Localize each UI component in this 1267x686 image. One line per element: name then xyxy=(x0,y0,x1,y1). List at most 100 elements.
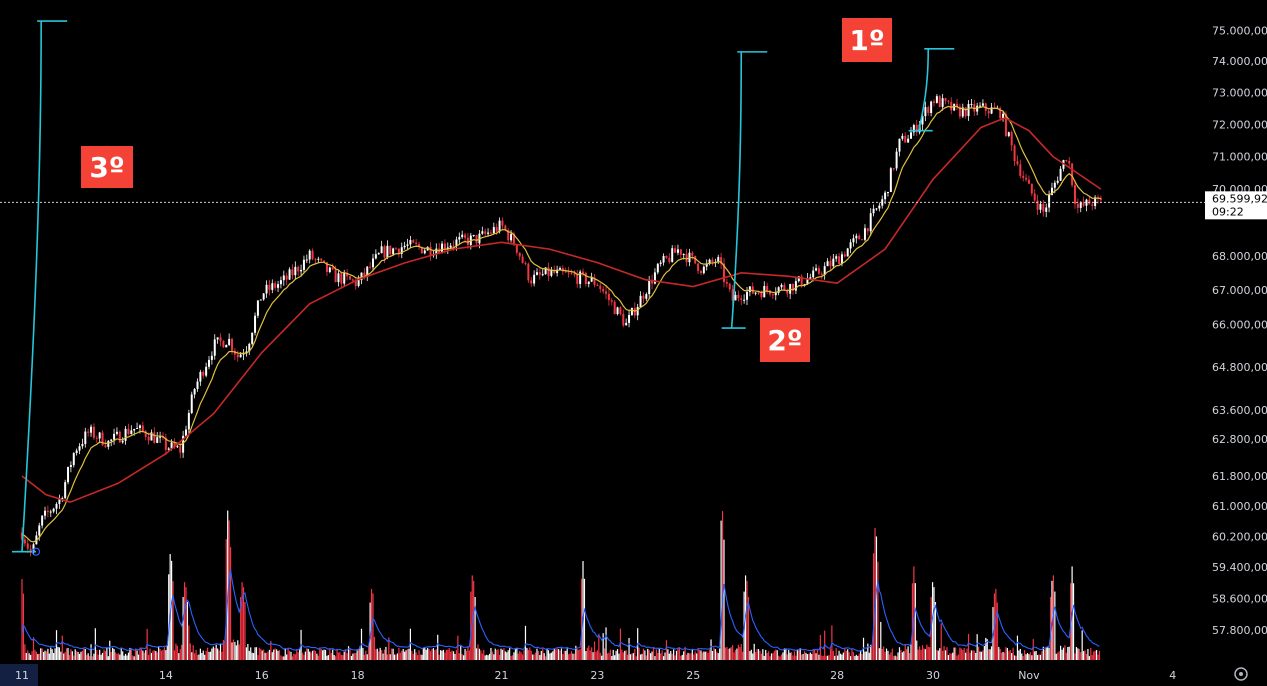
volume-bar xyxy=(50,647,52,660)
volume-bar xyxy=(306,648,308,660)
volume-bar xyxy=(635,656,637,660)
candle xyxy=(861,238,864,241)
candle xyxy=(794,277,797,294)
volume-bar xyxy=(730,647,732,660)
volume-bar xyxy=(388,637,390,660)
volume-bar xyxy=(205,651,207,660)
volume-bar xyxy=(539,655,541,660)
volume-bar xyxy=(615,650,617,660)
candle xyxy=(1036,194,1039,215)
rally-annotation: 3º xyxy=(12,20,133,556)
volume-bar xyxy=(63,653,65,660)
volume-bar xyxy=(227,510,229,660)
volume-bar xyxy=(815,653,817,660)
volume-bar xyxy=(182,597,184,660)
candle xyxy=(1025,173,1028,182)
volume-bar xyxy=(32,637,35,660)
candle xyxy=(892,167,895,171)
candle xyxy=(685,248,688,267)
volume-bar xyxy=(304,651,306,660)
time-tick-label: 30 xyxy=(926,669,940,682)
volume-bar xyxy=(769,656,771,660)
volume-bar xyxy=(375,649,377,660)
volume-bar xyxy=(911,583,914,660)
volume-bar xyxy=(970,650,973,660)
volume-bar xyxy=(806,654,809,660)
candle xyxy=(823,262,826,280)
candle xyxy=(838,253,841,265)
volume-bar xyxy=(986,639,988,660)
volume-bar xyxy=(383,649,386,660)
volume-bar xyxy=(265,652,268,660)
volume-bar xyxy=(835,648,837,660)
price-tick-label: 74.000,00 xyxy=(1212,55,1267,68)
volume-bar xyxy=(1083,651,1085,660)
candle xyxy=(697,263,700,275)
volume-bar xyxy=(674,655,676,660)
volume-bar xyxy=(749,651,751,660)
volume-bar xyxy=(550,652,552,660)
volume-bar xyxy=(727,648,729,660)
volume-bar xyxy=(86,654,88,660)
candle xyxy=(1073,180,1076,209)
settings-gear-icon[interactable] xyxy=(1234,667,1248,681)
volume-bar xyxy=(399,652,401,660)
volume-bar xyxy=(888,654,891,660)
volume-bar xyxy=(486,654,488,660)
candle xyxy=(970,99,973,109)
candle xyxy=(213,334,216,360)
price-tick-label: 68.000,00 xyxy=(1212,250,1267,263)
volume-bar xyxy=(303,654,305,660)
volume-bar xyxy=(89,656,91,660)
volume-bar xyxy=(65,648,68,660)
volume-bar xyxy=(294,654,296,660)
volume-bar xyxy=(732,645,734,660)
price-axis[interactable]: 75.000,00 74.000,00 73.000,00 72.000,00 71.0… xyxy=(1212,24,1267,637)
time-axis[interactable]: 11 14 16 18 21 23 25 28 30 Nov 4 xyxy=(0,664,1176,686)
candle xyxy=(518,252,521,261)
volume-bar xyxy=(542,648,544,660)
volume-bar xyxy=(772,653,774,660)
volume-bar xyxy=(760,653,762,660)
volume-bar xyxy=(814,649,816,660)
volume-bar xyxy=(474,597,476,660)
candle xyxy=(308,249,311,264)
volume-bar xyxy=(245,647,248,660)
volume-bar xyxy=(664,652,666,660)
volume-bar xyxy=(650,653,652,660)
volume-bar xyxy=(648,650,650,660)
candle xyxy=(277,280,280,292)
volume-bar xyxy=(906,649,908,660)
volume-bar xyxy=(914,583,916,660)
volume-bar xyxy=(156,652,158,660)
volume-bar xyxy=(353,652,355,660)
candle xyxy=(886,191,889,197)
candle xyxy=(305,254,308,263)
volume-bar xyxy=(1009,649,1011,660)
volume-bar xyxy=(412,653,414,660)
volume-bar xyxy=(680,655,682,660)
volume-bar xyxy=(611,656,613,660)
volume-bar xyxy=(628,637,630,660)
volume-bar xyxy=(667,649,669,660)
volume-bar xyxy=(192,645,194,660)
candle xyxy=(898,138,901,157)
volume-bar xyxy=(826,655,829,660)
volume-bar xyxy=(135,648,137,660)
volume-bar xyxy=(747,597,750,660)
volume-bar xyxy=(421,654,423,660)
volume-bar xyxy=(755,651,757,660)
candle xyxy=(573,270,576,278)
volume-bar xyxy=(673,649,675,660)
volume-bar xyxy=(595,651,597,660)
volume-bar xyxy=(652,647,655,660)
volume-bar xyxy=(526,647,528,660)
price-tick-label: 71.000,00 xyxy=(1212,150,1267,163)
volume-bar xyxy=(24,644,26,660)
candle xyxy=(967,100,970,121)
volume-bar xyxy=(724,647,727,660)
volume-bar xyxy=(100,654,102,660)
volume-bar xyxy=(1072,583,1075,660)
volume-bar xyxy=(998,646,1000,660)
